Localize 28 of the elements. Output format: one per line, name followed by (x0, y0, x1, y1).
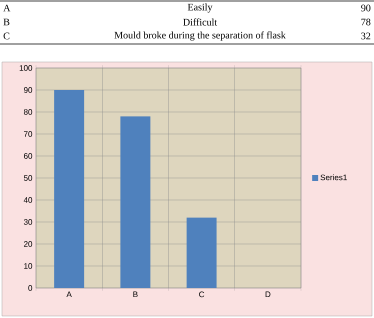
text: Mould broke during the separation of flask (114, 31, 286, 41)
text: 90 (361, 4, 370, 12)
x-tick-label: C (199, 292, 204, 298)
text: 78 (361, 18, 370, 26)
bar (54, 90, 84, 288)
x-tick-label: D (266, 292, 270, 298)
x-tick-label: A (66, 292, 72, 298)
text: 32 (361, 32, 370, 40)
y-tick-label: 100 (20, 65, 32, 71)
text: B (3, 18, 10, 26)
y-tick-label: 20 (24, 241, 32, 247)
y-tick-label: 70 (24, 131, 32, 137)
y-tick-label: 80 (24, 109, 32, 115)
legend-label: Series1 (320, 174, 347, 180)
y-tick-label: 50 (24, 175, 32, 181)
y-tick-label: 40 (24, 197, 32, 203)
x-tick-label: B (133, 292, 138, 298)
y-tick-label: 90 (24, 87, 32, 93)
y-tick-label: 10 (24, 263, 32, 269)
y-tick-label: 0 (28, 285, 32, 291)
text: A (3, 4, 10, 12)
bar (186, 218, 217, 288)
text: C (4, 32, 10, 40)
text: Difficult (183, 18, 218, 26)
y-tick-label: 60 (24, 153, 32, 159)
y-tick-label: 30 (24, 219, 32, 225)
bar (120, 116, 150, 288)
text: Easily (188, 3, 212, 13)
